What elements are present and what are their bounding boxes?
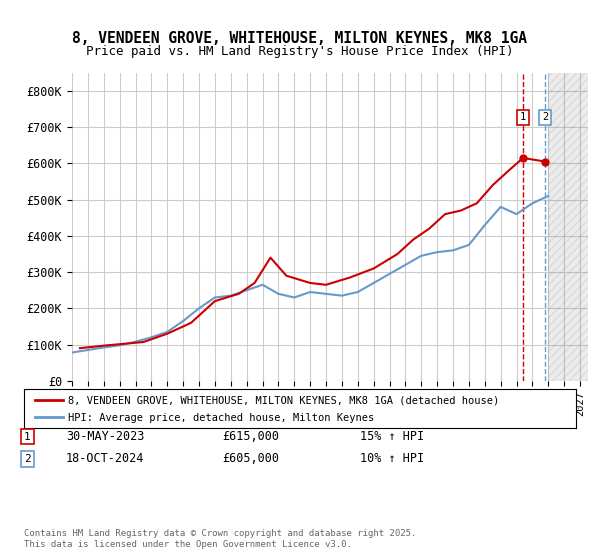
Text: Price paid vs. HM Land Registry's House Price Index (HPI): Price paid vs. HM Land Registry's House … [86, 45, 514, 58]
Text: 8, VENDEEN GROVE, WHITEHOUSE, MILTON KEYNES, MK8 1GA (detached house): 8, VENDEEN GROVE, WHITEHOUSE, MILTON KEY… [68, 396, 499, 406]
Text: 2: 2 [24, 454, 31, 464]
Text: 2: 2 [542, 113, 548, 123]
Text: 10% ↑ HPI: 10% ↑ HPI [360, 452, 424, 465]
Text: Contains HM Land Registry data © Crown copyright and database right 2025.
This d: Contains HM Land Registry data © Crown c… [24, 529, 416, 549]
Text: 8, VENDEEN GROVE, WHITEHOUSE, MILTON KEYNES, MK8 1GA: 8, VENDEEN GROVE, WHITEHOUSE, MILTON KEY… [73, 31, 527, 46]
Text: 1: 1 [24, 432, 31, 442]
Text: 1: 1 [520, 113, 526, 123]
Text: £605,000: £605,000 [222, 452, 279, 465]
Text: HPI: Average price, detached house, Milton Keynes: HPI: Average price, detached house, Milt… [68, 413, 374, 423]
Text: 30-MAY-2023: 30-MAY-2023 [66, 430, 145, 442]
Text: £615,000: £615,000 [222, 430, 279, 442]
Text: 15% ↑ HPI: 15% ↑ HPI [360, 430, 424, 442]
Bar [548, 73, 588, 381]
Text: 18-OCT-2024: 18-OCT-2024 [66, 452, 145, 465]
